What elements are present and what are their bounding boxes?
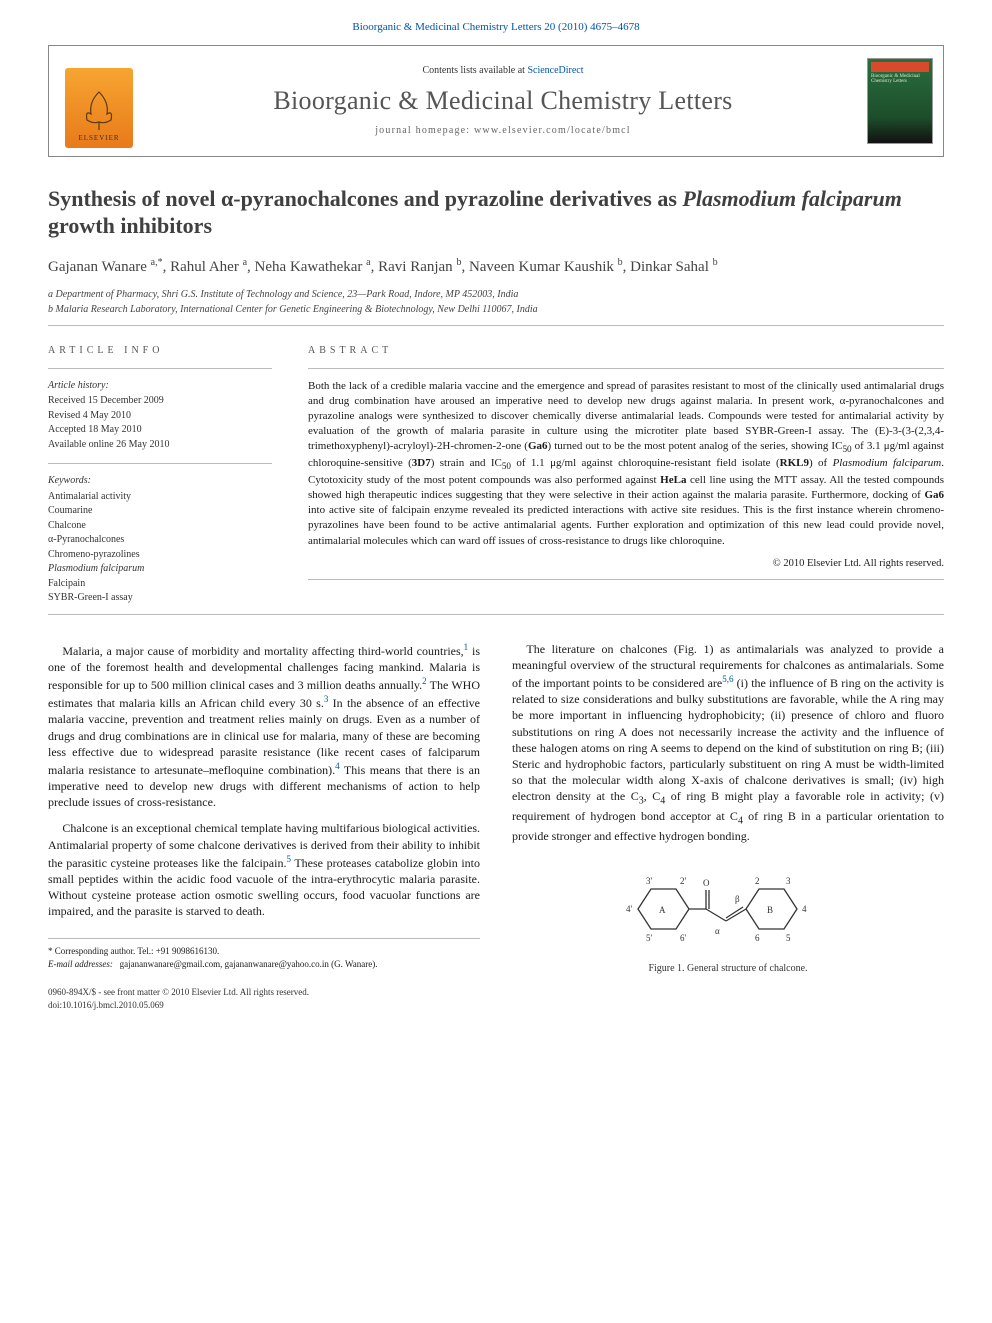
affiliation-a: a Department of Pharmacy, Shri G.S. Inst… xyxy=(48,287,944,302)
journal-homepage[interactable]: journal homepage: www.elsevier.com/locat… xyxy=(375,124,631,138)
svg-text:6': 6' xyxy=(680,933,687,943)
front-matter-line: 0960-894X/$ - see front matter © 2010 El… xyxy=(48,986,480,1000)
abstract-text: Both the lack of a credible malaria vacc… xyxy=(308,379,944,549)
authors-line: Gajanan Wanare a,*, Rahul Aher a, Neha K… xyxy=(48,256,944,277)
keyword: Coumarine xyxy=(48,504,272,518)
history-accepted: Accepted 18 May 2010 xyxy=(48,423,272,437)
publisher-logo-cell: ELSEVIER xyxy=(49,46,149,156)
svg-text:4': 4' xyxy=(626,904,633,914)
svg-text:2: 2 xyxy=(755,876,760,886)
keyword: Chalcone xyxy=(48,519,272,533)
svg-text:β: β xyxy=(735,894,740,904)
header-center: Contents lists available at ScienceDirec… xyxy=(149,46,857,156)
citation-line: Bioorganic & Medicinal Chemistry Letters… xyxy=(48,20,944,35)
article-info-column: ARTICLE INFO Article history: Received 1… xyxy=(48,344,272,606)
history-online: Available online 26 May 2010 xyxy=(48,438,272,452)
svg-text:5: 5 xyxy=(786,933,791,943)
figure-1: A B O 2' 3' 4' 5' 6' α β 2 3 4 5 xyxy=(512,864,944,976)
article-info-label: ARTICLE INFO xyxy=(48,344,272,358)
meta-row: ARTICLE INFO Article history: Received 1… xyxy=(48,344,944,606)
svg-text:2': 2' xyxy=(680,876,687,886)
elsevier-tree-icon xyxy=(79,88,119,134)
svg-text:4: 4 xyxy=(802,904,807,914)
footnotes: * Corresponding author. Tel.: +91 909861… xyxy=(48,938,480,972)
copyright: © 2010 Elsevier Ltd. All rights reserved… xyxy=(308,557,944,571)
email-addresses: E-mail addresses: gajananwanare@gmail.co… xyxy=(48,958,480,972)
journal-name: Bioorganic & Medicinal Chemistry Letters xyxy=(273,83,732,118)
publisher-name: ELSEVIER xyxy=(78,134,119,143)
elsevier-logo: ELSEVIER xyxy=(65,68,133,148)
article-title: Synthesis of novel α-pyranochalcones and… xyxy=(48,185,944,240)
body-right-column: The literature on chalcones (Fig. 1) as … xyxy=(512,641,944,1013)
affiliation-b: b Malaria Research Laboratory, Internati… xyxy=(48,302,944,317)
abstract-column: ABSTRACT Both the lack of a credible mal… xyxy=(308,344,944,606)
body-paragraph: Malaria, a major cause of morbidity and … xyxy=(48,641,480,811)
keywords-label: Keywords: xyxy=(48,474,272,488)
keyword: Antimalarial activity xyxy=(48,490,272,504)
figure-1-caption: Figure 1. General structure of chalcone. xyxy=(512,962,944,976)
chalcone-structure-icon: A B O 2' 3' 4' 5' 6' α β 2 3 4 5 xyxy=(618,864,838,954)
cover-thumb-cell: Bioorganic & Medicinal Chemistry Letters xyxy=(857,46,943,156)
corresponding-author: * Corresponding author. Tel.: +91 909861… xyxy=(48,945,480,959)
history-received: Received 15 December 2009 xyxy=(48,394,272,408)
svg-text:3': 3' xyxy=(646,876,653,886)
keyword: α-Pyranochalcones xyxy=(48,533,272,547)
svg-text:B: B xyxy=(767,905,773,915)
history-revised: Revised 4 May 2010 xyxy=(48,409,272,423)
keyword: SYBR-Green-I assay xyxy=(48,591,272,605)
affiliations: a Department of Pharmacy, Shri G.S. Inst… xyxy=(48,287,944,317)
divider xyxy=(48,325,944,326)
body-columns: Malaria, a major cause of morbidity and … xyxy=(48,641,944,1013)
contents-available-line: Contents lists available at ScienceDirec… xyxy=(422,64,583,78)
svg-text:5': 5' xyxy=(646,933,653,943)
journal-header: ELSEVIER Contents lists available at Sci… xyxy=(48,45,944,157)
abstract-label: ABSTRACT xyxy=(308,344,944,358)
keyword: Chromeno-pyrazolines xyxy=(48,548,272,562)
history-label: Article history: xyxy=(48,379,272,393)
svg-text:6: 6 xyxy=(755,933,760,943)
body-paragraph: Chalcone is an exceptional chemical temp… xyxy=(48,820,480,919)
doi-block: 0960-894X/$ - see front matter © 2010 El… xyxy=(48,986,480,1013)
doi-line: doi:10.1016/j.bmcl.2010.05.069 xyxy=(48,999,480,1013)
sciencedirect-link[interactable]: ScienceDirect xyxy=(527,65,583,76)
journal-cover-thumb: Bioorganic & Medicinal Chemistry Letters xyxy=(867,58,933,144)
svg-text:3: 3 xyxy=(786,876,791,886)
svg-text:α: α xyxy=(715,926,720,936)
keyword: Plasmodium falciparum xyxy=(48,562,272,576)
keyword: Falcipain xyxy=(48,577,272,591)
svg-text:O: O xyxy=(703,878,710,888)
body-left-column: Malaria, a major cause of morbidity and … xyxy=(48,641,480,1013)
body-paragraph: The literature on chalcones (Fig. 1) as … xyxy=(512,641,944,845)
svg-text:A: A xyxy=(659,905,666,915)
